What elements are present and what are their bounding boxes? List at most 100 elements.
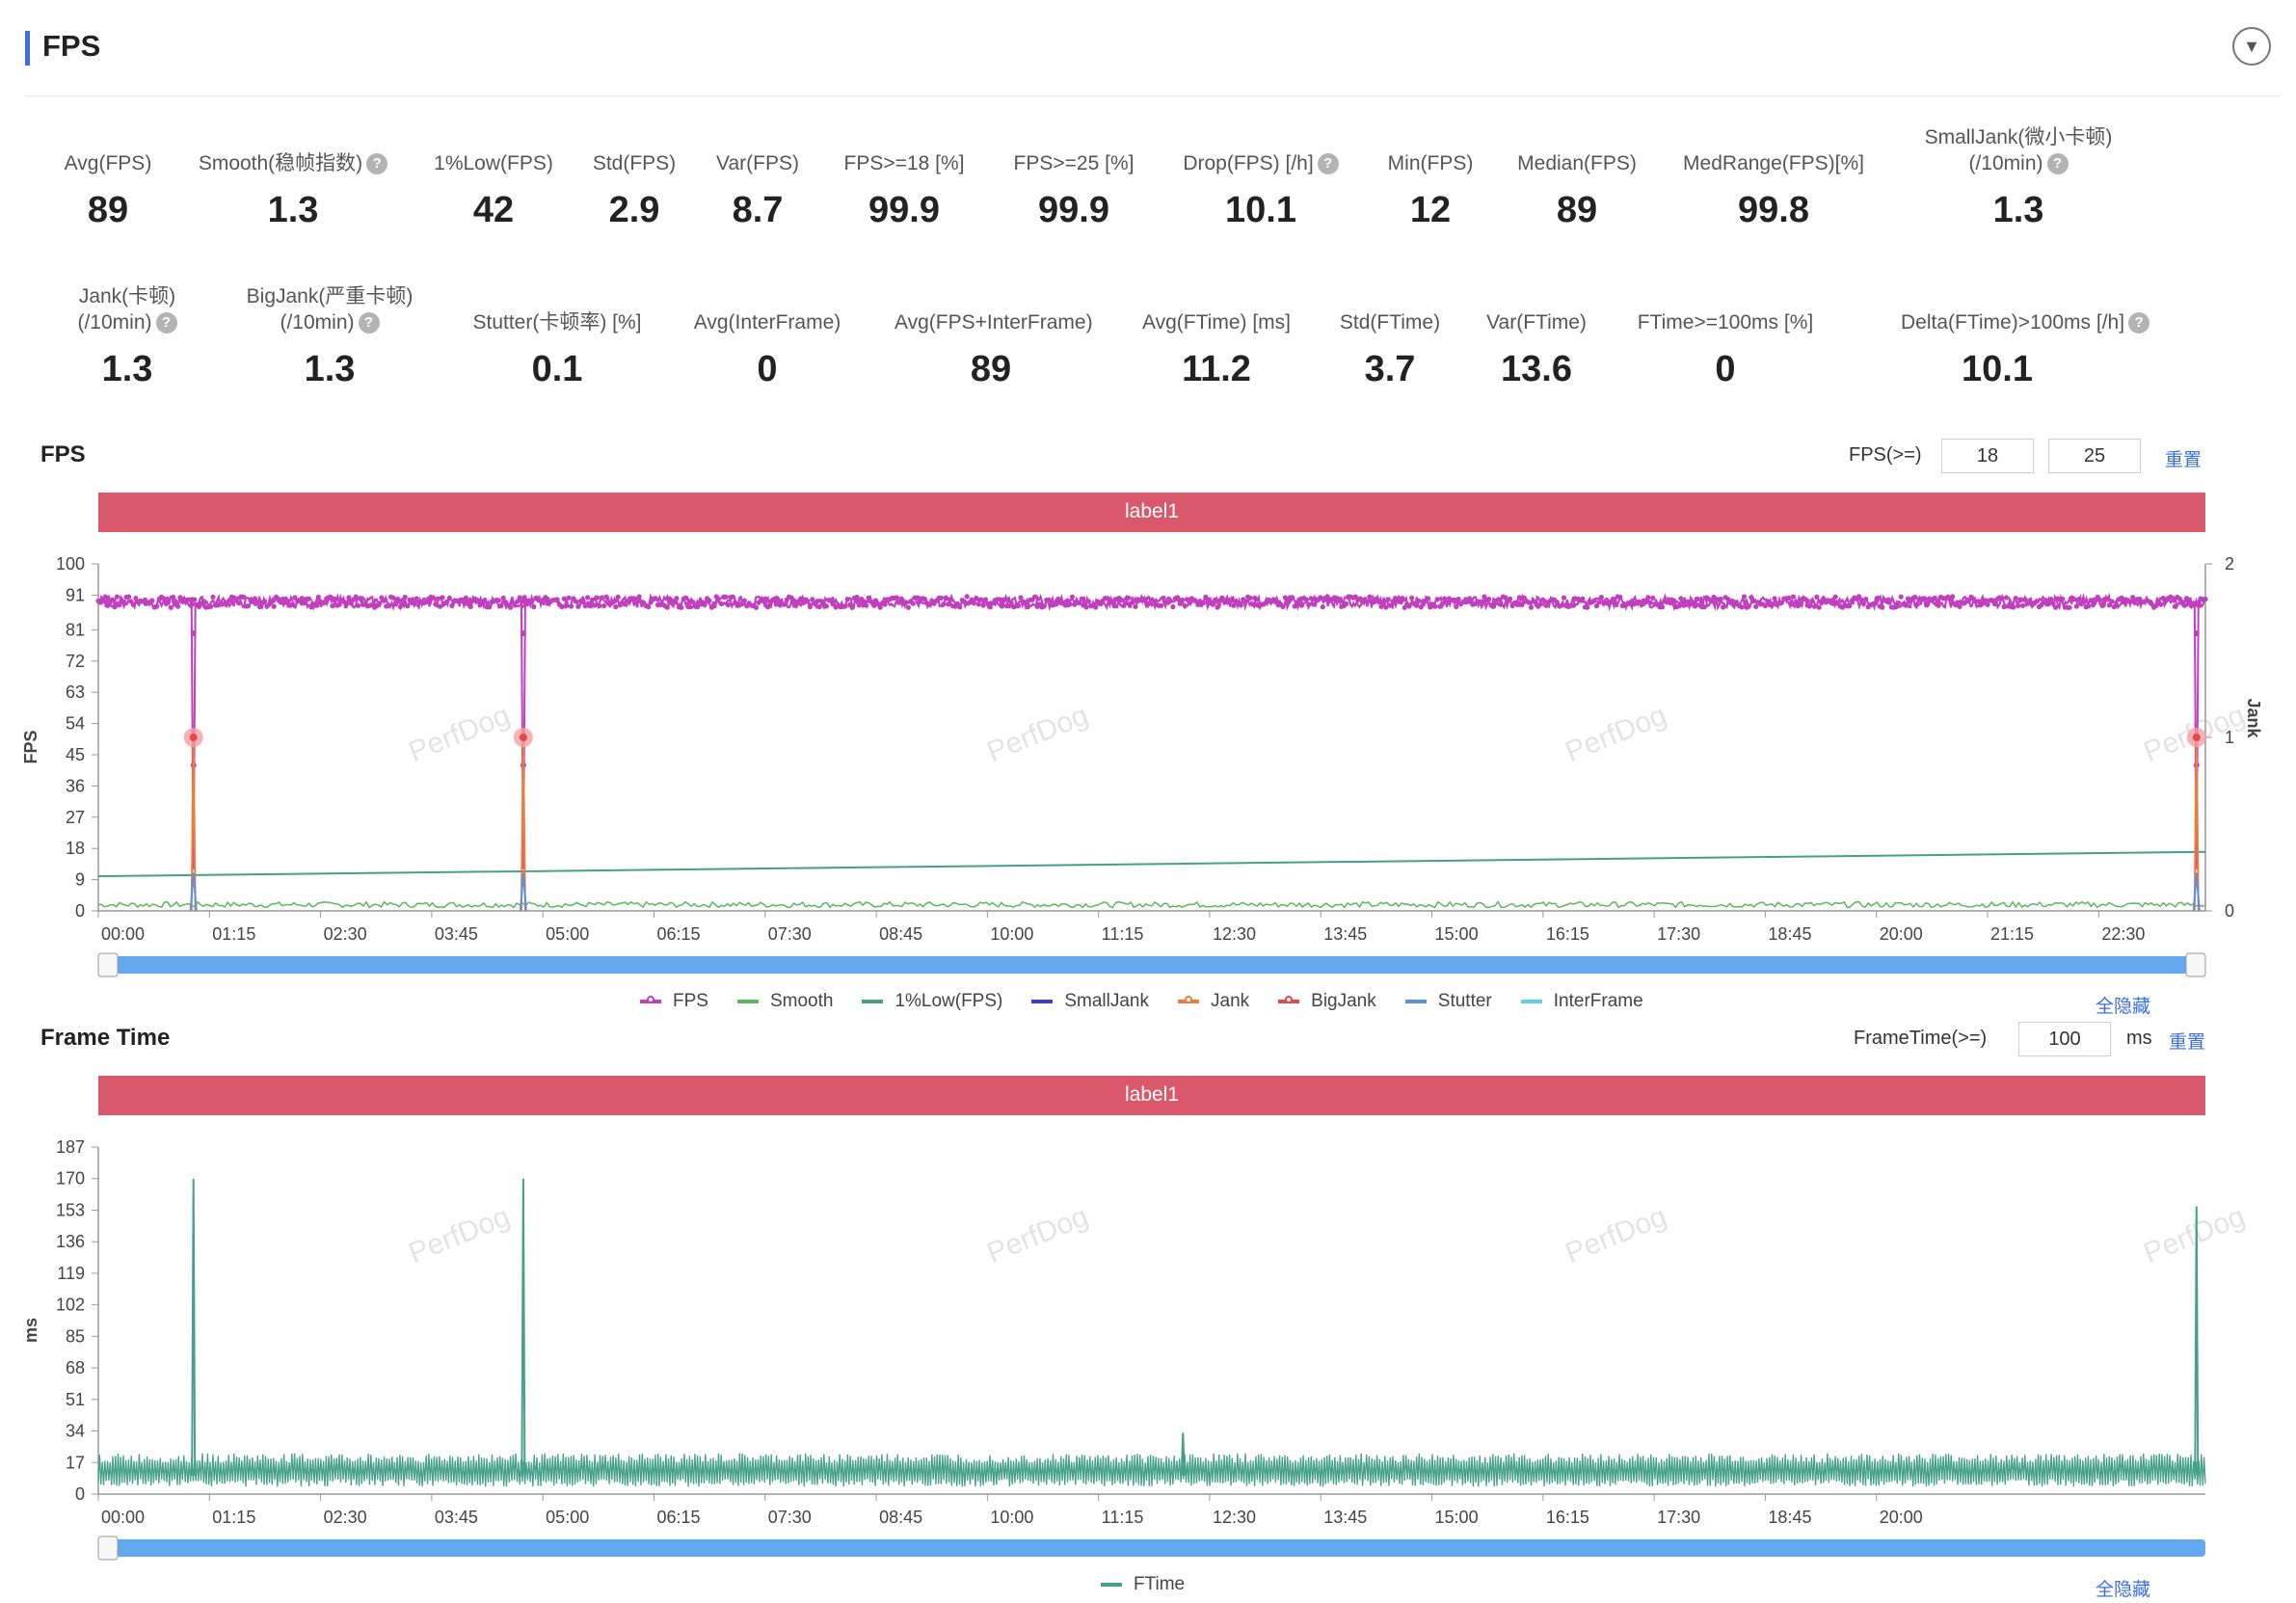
fps-data-point	[1432, 603, 1438, 609]
legend-item[interactable]: Jank	[1178, 991, 1249, 1012]
fps-data-point	[790, 598, 797, 603]
fps-data-point	[210, 594, 216, 600]
help-icon[interactable]: ?	[2128, 312, 2150, 334]
legend-item[interactable]: FPS	[640, 991, 708, 1012]
fps-x-tick-label: 05:00	[546, 924, 589, 944]
fps-label-band[interactable]: label1	[98, 493, 2205, 532]
fps-data-point	[1367, 594, 1373, 600]
metric-label: Drop(FPS) [/h]?	[1164, 120, 1357, 176]
ft-y-tick-label: 0	[75, 1484, 85, 1504]
fps-data-point	[1213, 597, 1218, 602]
fps-data-point	[1950, 594, 1956, 600]
fps-data-point	[1434, 597, 1440, 602]
fps-data-point	[336, 601, 342, 607]
fps-data-point	[1426, 596, 1431, 601]
frametime-hide-all-link[interactable]: 全隐藏	[2096, 1580, 2151, 1600]
fps-data-point	[2045, 601, 2051, 607]
fps-x-tick-label: 20:00	[1880, 924, 1923, 944]
fps-slider-handle-right	[2185, 952, 2206, 977]
watermark-text: PerfDog	[1561, 699, 1670, 768]
fps-reset-link[interactable]: 重置	[2165, 450, 2203, 470]
watermark-text: PerfDog	[404, 699, 514, 768]
fps-x-tick-label: 02:30	[324, 924, 367, 944]
fps-threshold-25-input[interactable]	[2048, 439, 2141, 473]
legend-item[interactable]: BigJank	[1278, 991, 1376, 1012]
legend-item[interactable]: FTime	[1101, 1574, 1185, 1595]
fps-data-point	[1896, 601, 1902, 606]
fps-hide-all-link[interactable]: 全隐藏	[2096, 997, 2151, 1017]
fps-data-point	[1069, 594, 1075, 600]
frametime-label-band[interactable]: label1	[98, 1076, 2205, 1115]
help-icon[interactable]: ?	[1317, 153, 1339, 175]
metric-metrics_row2-8: FTime>=100ms [%] 0	[1629, 280, 1822, 390]
fps-data-point	[257, 604, 263, 610]
fps-data-point	[1397, 599, 1403, 604]
fps-data-point	[601, 602, 607, 609]
fps-data-point	[154, 603, 160, 609]
metric-label: Avg(FTime) [ms]	[1120, 280, 1313, 335]
fps-data-point	[980, 602, 986, 608]
fps-data-point	[1180, 597, 1186, 603]
fps-data-point	[957, 604, 963, 610]
fps-data-point	[975, 601, 981, 607]
fps-data-point	[1055, 596, 1061, 602]
fps-data-point	[708, 604, 715, 610]
chevron-down-icon[interactable]: ▼	[2232, 27, 2271, 66]
help-icon[interactable]: ?	[366, 153, 388, 175]
fps-threshold-18-input[interactable]	[1941, 439, 2034, 473]
fps-x-tick-label: 06:15	[656, 924, 700, 944]
fps-data-point	[793, 602, 799, 608]
fps-data-point	[446, 595, 452, 601]
fps-data-point	[1413, 602, 1420, 608]
frametime-reset-link[interactable]: 重置	[2169, 1032, 2206, 1053]
fps-y-tick-label: 100	[56, 554, 85, 574]
fps-data-point	[1880, 604, 1885, 610]
metric-label-text: Drop(FPS) [/h]	[1183, 152, 1314, 174]
fps-data-point	[2119, 596, 2124, 601]
fps-dip-point	[2193, 630, 2200, 636]
fps-data-point	[1242, 599, 1248, 604]
legend-item[interactable]: Smooth	[736, 991, 833, 1012]
fps-data-point	[1187, 600, 1192, 605]
fps-data-point	[1559, 602, 1564, 608]
fps-data-point	[1479, 599, 1485, 604]
help-icon[interactable]: ?	[2046, 153, 2069, 175]
fps-data-point	[711, 601, 717, 606]
fps-data-point	[974, 596, 979, 601]
frametime-unit-label: ms	[2126, 1028, 2152, 1049]
fps-data-point	[1593, 602, 1600, 609]
fps-data-point	[582, 603, 588, 609]
metric-label-text: Jank(卡顿)	[78, 285, 176, 307]
metric-metrics_row1-6: FPS>=25 [%] 99.9	[977, 120, 1170, 231]
legend-item[interactable]: InterFrame	[1520, 991, 1643, 1012]
ft-x-tick-label: 06:15	[656, 1508, 700, 1527]
fps-panel-header: FPS ▼	[25, 27, 2281, 96]
legend-item[interactable]: Stutter	[1404, 991, 1492, 1012]
legend-item[interactable]: SmallJank	[1031, 991, 1149, 1012]
fps-data-point	[854, 594, 860, 601]
fps-data-point	[1585, 604, 1590, 610]
frametime-threshold-input[interactable]	[2018, 1022, 2111, 1056]
fps-data-point	[1118, 597, 1124, 602]
metric-label: Avg(FPS+InterFrame)	[894, 280, 1093, 335]
fps-data-point	[1528, 604, 1535, 610]
help-icon[interactable]: ?	[358, 312, 380, 334]
fps-data-point	[810, 597, 815, 602]
help-icon[interactable]: ?	[155, 312, 177, 334]
fps-data-point	[575, 603, 581, 609]
metric-label: Var(FTime)	[1440, 280, 1633, 335]
fps-data-point	[2153, 602, 2159, 608]
fps-dip-point	[520, 630, 526, 636]
legend-item[interactable]: 1%Low(FPS)	[862, 991, 1002, 1012]
fps-y-tick-label: 72	[66, 652, 85, 671]
fps-data-point	[1383, 604, 1389, 610]
fps-data-point	[1298, 602, 1304, 608]
metric-value: 42	[472, 190, 515, 230]
ft-x-tick-label: 18:45	[1768, 1508, 1811, 1527]
metric-value: 8.7	[732, 190, 784, 230]
fps-data-point	[430, 595, 436, 601]
fps-data-point	[1675, 603, 1682, 609]
fps-data-point	[200, 599, 206, 604]
fps-data-point	[921, 596, 928, 602]
fps-x-tick-label: 21:15	[1990, 924, 2034, 944]
